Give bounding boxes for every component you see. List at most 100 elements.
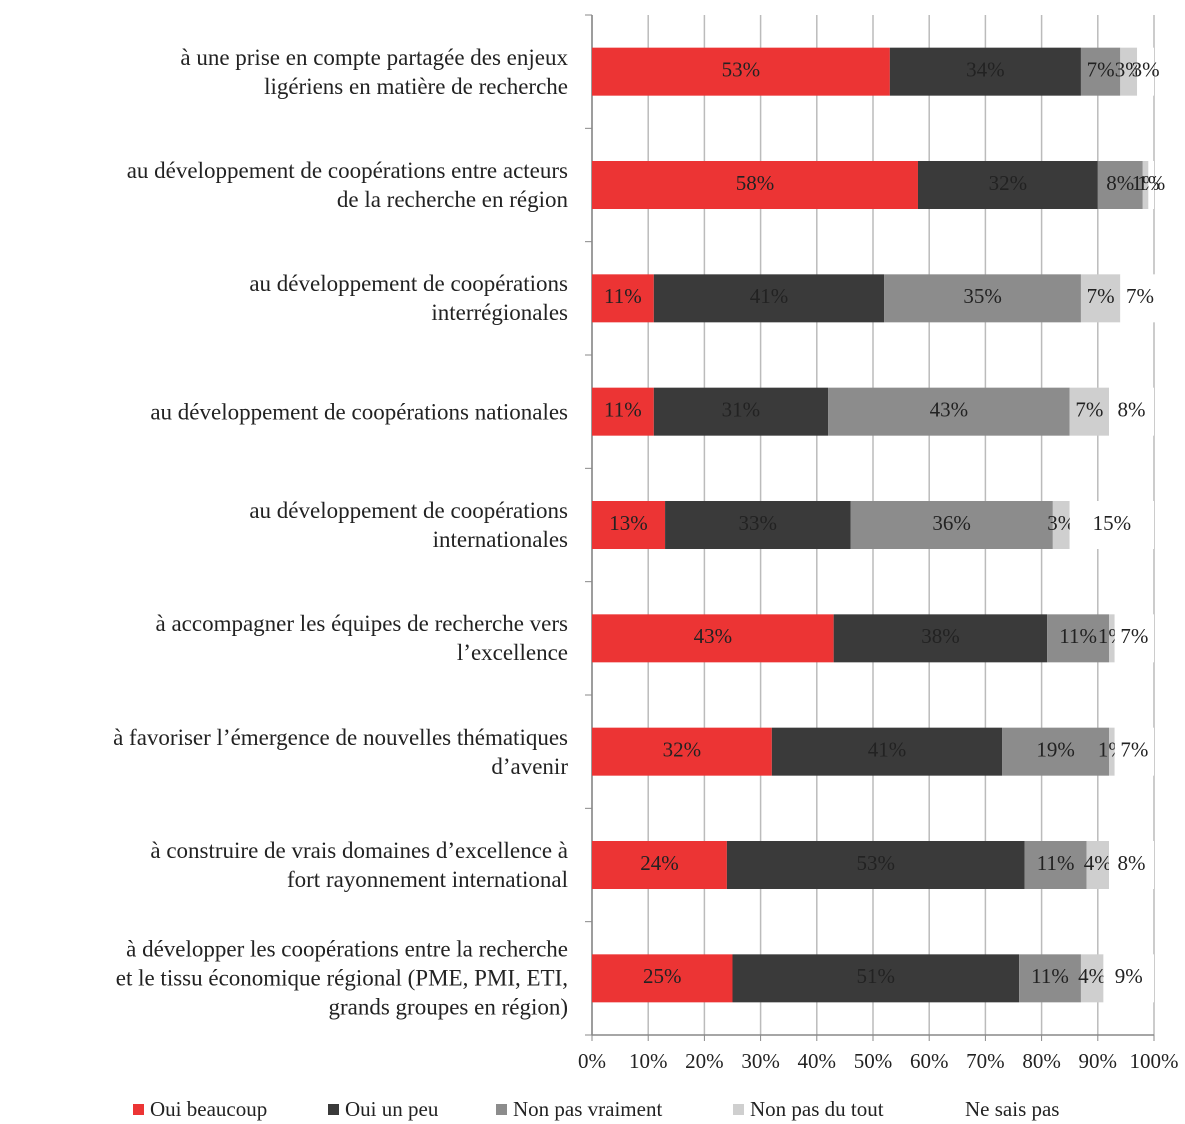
legend-label: Oui un peu bbox=[345, 1097, 439, 1121]
legend-marker bbox=[496, 1104, 507, 1115]
bar-segment bbox=[1080, 954, 1104, 1003]
bar-segment bbox=[1047, 614, 1110, 663]
bar-segment bbox=[884, 274, 1081, 323]
data-label: 8% bbox=[1118, 851, 1146, 875]
bar-segment bbox=[1019, 954, 1081, 1003]
data-label: 33% bbox=[739, 511, 778, 535]
x-tick-label: 30% bbox=[741, 1049, 780, 1073]
data-label: 53% bbox=[857, 851, 896, 875]
bar-segment bbox=[833, 614, 1048, 663]
category-label: à accompagner les équipes de recherche v… bbox=[155, 611, 569, 666]
legend-label: Ne sais pas bbox=[965, 1097, 1059, 1121]
data-label: 7% bbox=[1126, 284, 1154, 308]
data-label: 11% bbox=[1059, 624, 1097, 648]
bar-segment bbox=[889, 47, 1081, 96]
data-label: 8% bbox=[1118, 397, 1146, 421]
bar-segment bbox=[1109, 387, 1154, 436]
data-label: 7% bbox=[1087, 284, 1115, 308]
data-label: 1% bbox=[1137, 171, 1165, 195]
data-label: 53% bbox=[722, 57, 761, 81]
category-label: au développement de coopérations interré… bbox=[249, 271, 568, 326]
data-label: 11% bbox=[1031, 964, 1069, 988]
category-label: au développement de coopérations interna… bbox=[249, 498, 568, 552]
bar-segment bbox=[1069, 501, 1154, 549]
data-label: 43% bbox=[694, 624, 733, 648]
bar-segment bbox=[653, 387, 829, 436]
bar-segment bbox=[828, 387, 1070, 436]
bar-segment bbox=[1137, 47, 1154, 96]
bar-segment bbox=[592, 501, 666, 549]
x-tick-label: 10% bbox=[629, 1049, 668, 1073]
category-label: au développement de coopérations entre a… bbox=[126, 158, 568, 212]
bar-segment bbox=[665, 501, 851, 549]
data-label: 32% bbox=[989, 171, 1028, 195]
legend-label: Oui beaucoup bbox=[150, 1097, 267, 1121]
data-label: 51% bbox=[857, 964, 896, 988]
data-label: 31% bbox=[722, 397, 761, 421]
bar-segment bbox=[1109, 841, 1154, 889]
data-label: 58% bbox=[736, 171, 775, 195]
legend-marker bbox=[133, 1104, 144, 1115]
bar-segment bbox=[771, 727, 1003, 776]
x-tick-label: 100% bbox=[1130, 1049, 1179, 1073]
x-tick-label: 50% bbox=[854, 1049, 893, 1073]
bar-segment bbox=[592, 841, 727, 889]
bar-segment bbox=[1086, 841, 1110, 889]
data-label: 4% bbox=[1084, 851, 1112, 875]
bar-segment bbox=[1148, 161, 1154, 209]
x-tick-label: 60% bbox=[910, 1049, 949, 1073]
bar-segment bbox=[1002, 727, 1110, 776]
data-label: 8% bbox=[1106, 171, 1134, 195]
bar-segment bbox=[592, 954, 733, 1003]
x-tick-label: 90% bbox=[1079, 1049, 1118, 1073]
bar-segment bbox=[726, 841, 1025, 889]
bar-segment bbox=[653, 274, 885, 323]
x-tick-label: 20% bbox=[685, 1049, 724, 1073]
bar-segment bbox=[917, 161, 1098, 209]
legend-marker bbox=[733, 1104, 744, 1115]
bar-segment bbox=[592, 47, 890, 96]
data-label: 41% bbox=[750, 284, 789, 308]
x-tick-label: 0% bbox=[578, 1049, 606, 1073]
data-label: 24% bbox=[640, 851, 679, 875]
data-label: 38% bbox=[921, 624, 960, 648]
bar-segment bbox=[850, 501, 1053, 549]
bar-segment bbox=[1103, 954, 1154, 1003]
bar-segment bbox=[592, 727, 772, 776]
data-label: 32% bbox=[663, 737, 702, 761]
bar-segment bbox=[1080, 47, 1121, 96]
x-tick-label: 40% bbox=[798, 1049, 837, 1073]
data-label: 35% bbox=[963, 284, 1002, 308]
data-label: 34% bbox=[966, 57, 1005, 81]
data-label: 25% bbox=[643, 964, 682, 988]
data-label: 41% bbox=[868, 737, 907, 761]
legend-marker bbox=[948, 1104, 959, 1115]
category-label: à une prise en compte partagée des enjeu… bbox=[180, 44, 568, 99]
bar-segment bbox=[1114, 727, 1154, 776]
bar-segment bbox=[1114, 614, 1154, 663]
bar-segment bbox=[592, 614, 834, 663]
bar-segment bbox=[1142, 161, 1149, 209]
data-label: 11% bbox=[604, 397, 642, 421]
bar-segment bbox=[1080, 274, 1121, 323]
data-label: 11% bbox=[604, 284, 642, 308]
bar-segment bbox=[1097, 161, 1143, 209]
bar-segment bbox=[1120, 274, 1160, 323]
data-label: 15% bbox=[1093, 511, 1132, 535]
bar-segment bbox=[592, 274, 654, 323]
bar-segment bbox=[1109, 614, 1115, 663]
data-label: 3% bbox=[1132, 57, 1160, 81]
data-label: 19% bbox=[1036, 737, 1075, 761]
bar-segment bbox=[1024, 841, 1087, 889]
category-label: à favoriser l’émergence de nouvelles thé… bbox=[113, 724, 568, 779]
data-label: 11% bbox=[1037, 851, 1075, 875]
bar-segment bbox=[1120, 47, 1138, 96]
x-tick-label: 80% bbox=[1022, 1049, 1061, 1073]
data-label: 13% bbox=[609, 511, 648, 535]
data-label: 36% bbox=[932, 511, 971, 535]
x-tick-label: 70% bbox=[966, 1049, 1005, 1073]
legend-label: Non pas vraiment bbox=[513, 1097, 662, 1121]
data-label: 7% bbox=[1120, 737, 1148, 761]
data-label: 7% bbox=[1087, 57, 1115, 81]
